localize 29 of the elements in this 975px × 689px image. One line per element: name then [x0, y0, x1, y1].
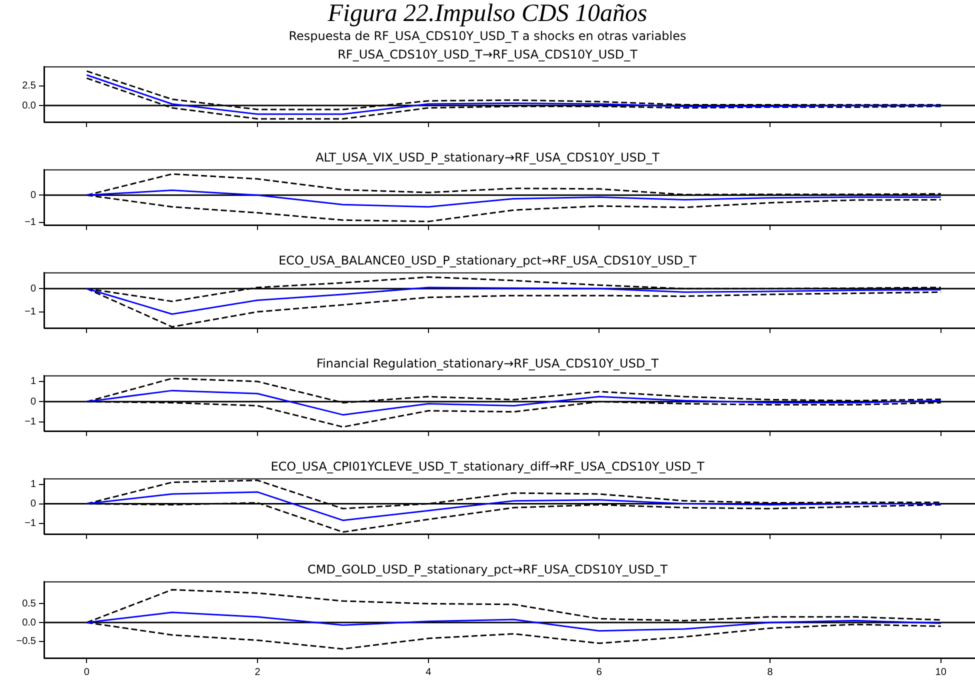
y-tick-label: −1: [24, 306, 36, 318]
y-tick-label: −1: [24, 518, 36, 530]
chart-title: ECO_USA_BALANCE0_USD_P_stationary_pct→RF_USA_CDS10Y_USD_T: [278, 253, 698, 268]
x-tick-label: 2: [254, 666, 261, 678]
x-tick-label: 8: [767, 666, 774, 678]
y-tick-label: 0: [30, 396, 36, 408]
y-tick-label: 0: [30, 190, 36, 201]
text: Figura 22.Impulso CDS 10años: [326, 0, 648, 28]
text: Respuesta de RF_USA_CDS10Y_USD_T a shocks en otras variables: [288, 28, 688, 44]
x-tick-label: 4: [426, 666, 432, 678]
chart-title: ECO_USA_CPI01YCLEVE_USD_T_stationary_diff→RF_USA_CDS10Y_USD_T: [270, 459, 705, 474]
y-tick-label: 1: [30, 479, 36, 490]
chart-title: Financial Regulation_stationary→RF_USA_CDS10Y_USD_T: [316, 356, 660, 370]
x-tick-label: 0: [84, 666, 90, 678]
y-tick-label: 2.5: [22, 80, 36, 92]
y-tick-label: 1: [30, 376, 36, 388]
x-tick-label: 10: [935, 666, 947, 678]
y-tick-label: 0.0: [22, 617, 36, 628]
y-tick-label: 0: [30, 283, 36, 294]
x-tick-label: 6: [596, 666, 602, 678]
y-tick-label: 0.0: [22, 100, 36, 112]
chart-title: CMD_GOLD_USD_P_stationary_pct→RF_USA_CDS10Y_USD_T: [307, 562, 668, 576]
y-tick-label: 0.5: [22, 598, 36, 610]
y-tick-label: −1: [24, 416, 36, 428]
y-tick-label: 0: [30, 498, 36, 510]
y-tick-label: −1: [24, 217, 36, 228]
chart-title: RF_USA_CDS10Y_USD_T→RF_USA_CDS10Y_USD_T: [338, 47, 638, 62]
chart-title: ALT_USA_VIX_USD_P_stationary→RF_USA_CDS10Y_USD_T: [316, 150, 660, 164]
y-tick-label: −0.5: [16, 636, 36, 648]
